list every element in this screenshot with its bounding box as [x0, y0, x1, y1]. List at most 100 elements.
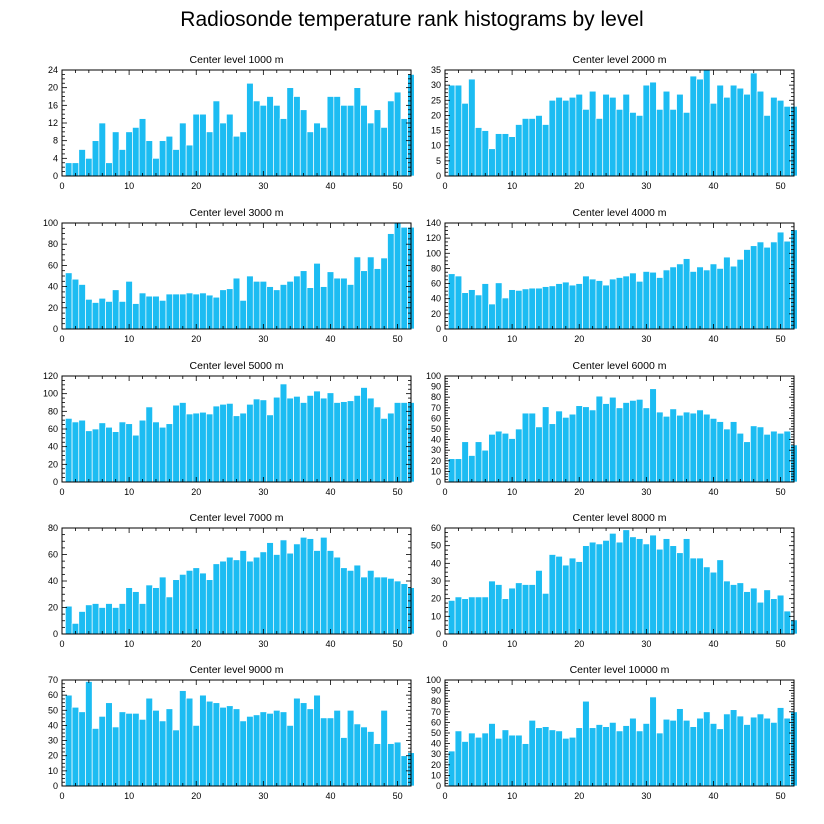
bar	[152, 587, 160, 635]
bar	[111, 131, 120, 177]
bar	[393, 402, 402, 483]
y-tick-label: 50	[431, 424, 441, 434]
bar	[723, 96, 731, 177]
bar	[602, 93, 610, 177]
y-tick-label: 0	[436, 629, 441, 639]
bar	[340, 104, 348, 177]
x-tick-label: 10	[124, 181, 134, 191]
bar	[266, 414, 274, 483]
bar	[474, 736, 483, 787]
bar	[669, 545, 677, 635]
bar	[65, 272, 73, 330]
bar	[555, 555, 563, 635]
bar	[91, 302, 100, 330]
bar	[111, 726, 120, 787]
bar	[562, 416, 570, 483]
panel-6: Center level 6000 m0 10 20 30 40 500102030405…	[426, 360, 798, 497]
bar	[286, 397, 294, 483]
bar	[709, 102, 718, 177]
x-tick-label: 40	[325, 791, 335, 801]
bar	[286, 87, 294, 177]
bar	[165, 596, 174, 635]
y-tick-label: 25	[431, 95, 441, 105]
bar	[145, 584, 153, 635]
bar	[555, 283, 563, 330]
bar	[185, 144, 194, 177]
bar	[468, 455, 476, 483]
bar	[373, 576, 382, 635]
bar	[454, 458, 463, 483]
bar	[703, 269, 711, 330]
bar	[346, 104, 355, 177]
bar	[750, 245, 758, 330]
y-tick-label: 100	[426, 371, 441, 381]
bar	[501, 729, 510, 787]
bar	[353, 723, 362, 787]
bar	[353, 395, 362, 483]
bar	[508, 587, 516, 635]
bar	[474, 596, 483, 635]
bar	[313, 262, 321, 330]
bar	[689, 271, 698, 330]
bar	[568, 96, 577, 177]
bar	[85, 430, 93, 483]
bar	[756, 713, 765, 787]
bar	[226, 288, 234, 330]
bar	[320, 127, 328, 177]
panel-title: Center level 3000 m	[190, 207, 284, 219]
panel-title: Center level 1000 m	[190, 54, 284, 66]
x-tick-label: 40	[708, 639, 718, 649]
bar	[474, 127, 483, 177]
x-tick-label: 0	[442, 639, 447, 649]
bar	[709, 723, 718, 787]
bar	[219, 122, 227, 177]
bar	[165, 708, 174, 787]
bar	[629, 400, 637, 483]
y-tick-label: 0	[436, 171, 441, 181]
bar	[723, 428, 731, 483]
bar	[306, 395, 315, 483]
y-tick-label: 10	[431, 466, 441, 476]
bar	[232, 559, 241, 635]
bar	[474, 441, 483, 483]
panel-5: Center level 5000 m 0 10 20 30 40 50 0 20 40 60 80 1…	[43, 360, 415, 497]
x-tick-label: 30	[641, 639, 651, 649]
bar	[199, 113, 207, 177]
bar	[125, 131, 133, 177]
bar	[91, 140, 100, 177]
bar	[132, 127, 140, 177]
bar	[642, 84, 651, 177]
bar	[468, 289, 476, 330]
bar	[494, 282, 503, 330]
bar	[595, 724, 604, 787]
bar	[736, 432, 745, 483]
bar	[212, 296, 221, 330]
y-tick-label: 80	[431, 263, 441, 273]
x-tick-label: 40	[325, 334, 335, 344]
bar	[515, 428, 523, 483]
bar	[716, 728, 724, 787]
bar	[387, 743, 395, 787]
bar	[454, 84, 463, 177]
y-tick-label: 100	[43, 218, 58, 228]
bar	[743, 441, 751, 483]
bar	[508, 136, 516, 177]
bars	[448, 229, 798, 330]
bar	[373, 406, 382, 483]
bar	[246, 82, 254, 177]
y-tick-label: 50	[431, 728, 441, 738]
bar	[669, 109, 677, 177]
bar	[568, 413, 577, 483]
bar	[185, 292, 194, 330]
bar	[313, 122, 321, 177]
bar	[716, 559, 724, 635]
bar	[259, 711, 268, 787]
bar	[783, 430, 791, 483]
bar	[703, 566, 711, 635]
bar	[152, 295, 160, 330]
bar	[541, 286, 550, 330]
bar	[125, 587, 133, 635]
bar	[662, 415, 671, 483]
x-tick-label: 50	[776, 487, 786, 497]
y-tick-label: 40	[431, 294, 441, 304]
